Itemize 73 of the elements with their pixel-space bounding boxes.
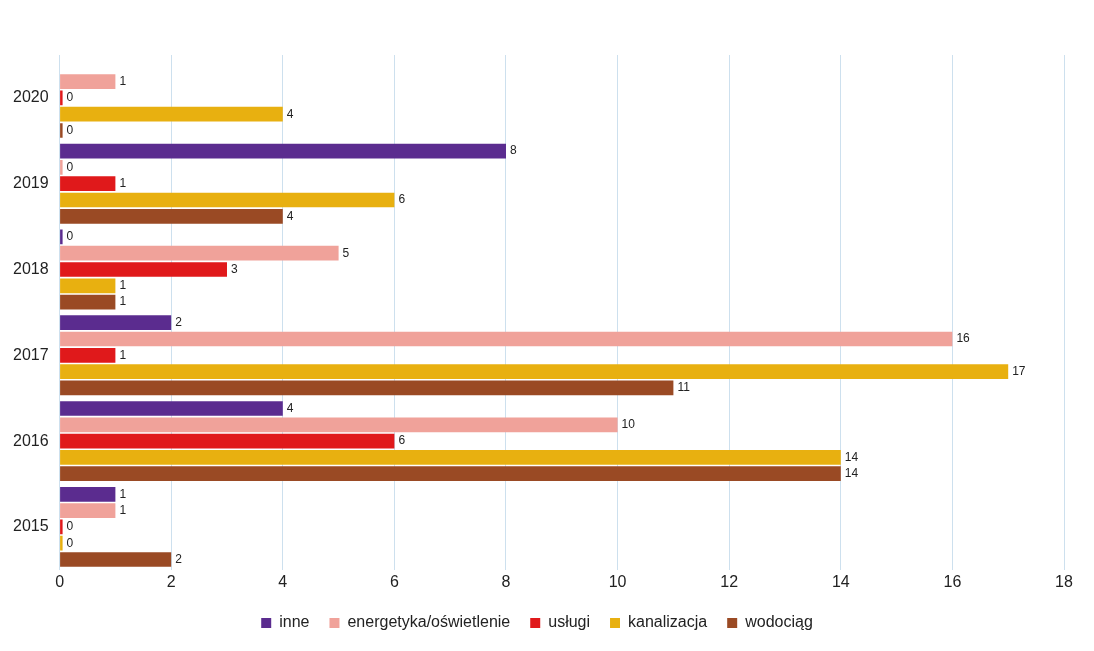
x-tick-label: 14 <box>831 572 850 590</box>
legend-label: inne <box>279 613 310 631</box>
data-label: 1 <box>119 502 127 517</box>
bar <box>60 143 506 159</box>
x-tick-label: 8 <box>501 572 511 590</box>
data-label: 1 <box>119 486 127 501</box>
data-label: 2 <box>175 315 183 330</box>
bar <box>60 176 116 192</box>
bar <box>60 315 172 331</box>
data-label: 3 <box>230 261 238 276</box>
data-label: 11 <box>677 380 691 395</box>
y-tick-label: 2018 <box>13 259 49 277</box>
bar <box>60 486 116 502</box>
data-label: 10 <box>621 417 636 432</box>
bar <box>60 347 116 363</box>
bar <box>60 208 283 224</box>
bar <box>60 245 339 261</box>
data-label: 6 <box>398 192 406 207</box>
bar <box>60 294 116 310</box>
data-label: 0 <box>66 229 74 244</box>
bar <box>60 401 283 416</box>
y-tick-label: 2019 <box>13 174 49 192</box>
bar <box>60 466 841 482</box>
data-label: 5 <box>342 245 350 260</box>
data-label: 0 <box>66 90 74 105</box>
data-label: 0 <box>66 535 74 550</box>
x-tick-label: 2 <box>166 572 176 590</box>
legend-label: usługi <box>548 613 591 631</box>
data-label: 14 <box>844 449 859 464</box>
bar <box>60 380 674 396</box>
data-label: 0 <box>66 519 74 534</box>
bar <box>60 417 618 433</box>
data-label: 4 <box>286 400 294 415</box>
data-label: 8 <box>510 143 517 158</box>
y-tick-label: 2015 <box>13 517 49 535</box>
data-label: 0 <box>66 159 74 174</box>
x-tick-label: 10 <box>608 572 627 590</box>
data-label: 16 <box>956 331 971 346</box>
data-label: 6 <box>398 433 406 448</box>
bar <box>60 552 172 567</box>
bar <box>60 262 227 277</box>
bar <box>60 433 395 449</box>
data-label: 4 <box>286 208 294 223</box>
data-label: 4 <box>286 106 294 121</box>
data-label: 1 <box>119 278 127 293</box>
bar <box>60 74 116 89</box>
y-tick-label: 2017 <box>13 345 49 363</box>
data-label: 1 <box>119 176 127 191</box>
data-label: 17 <box>1012 363 1026 378</box>
legend-label: kanalizacja <box>628 613 708 631</box>
data-label: 14 <box>844 466 859 481</box>
legend-label: energetyka/oświetlenie <box>347 613 511 631</box>
x-tick-label: 0 <box>55 572 65 590</box>
y-tick-label: 2016 <box>13 431 49 449</box>
bar <box>60 364 1009 379</box>
x-tick-label: 16 <box>943 572 962 590</box>
y-tick-label: 2020 <box>13 88 49 106</box>
bar <box>60 192 395 208</box>
bar <box>60 503 116 518</box>
legend-label: wodociąg <box>744 613 813 631</box>
bar <box>60 106 283 122</box>
data-label: 1 <box>119 294 127 309</box>
bar <box>60 278 116 294</box>
data-label: 1 <box>119 73 127 88</box>
x-tick-label: 12 <box>720 572 739 590</box>
x-tick-label: 18 <box>1055 572 1073 590</box>
bar <box>60 331 953 347</box>
data-label: 0 <box>66 122 74 137</box>
x-tick-label: 6 <box>389 572 399 590</box>
bar <box>60 450 841 465</box>
x-tick-label: 4 <box>278 572 288 590</box>
data-label: 1 <box>119 347 127 362</box>
data-label: 2 <box>175 551 183 566</box>
